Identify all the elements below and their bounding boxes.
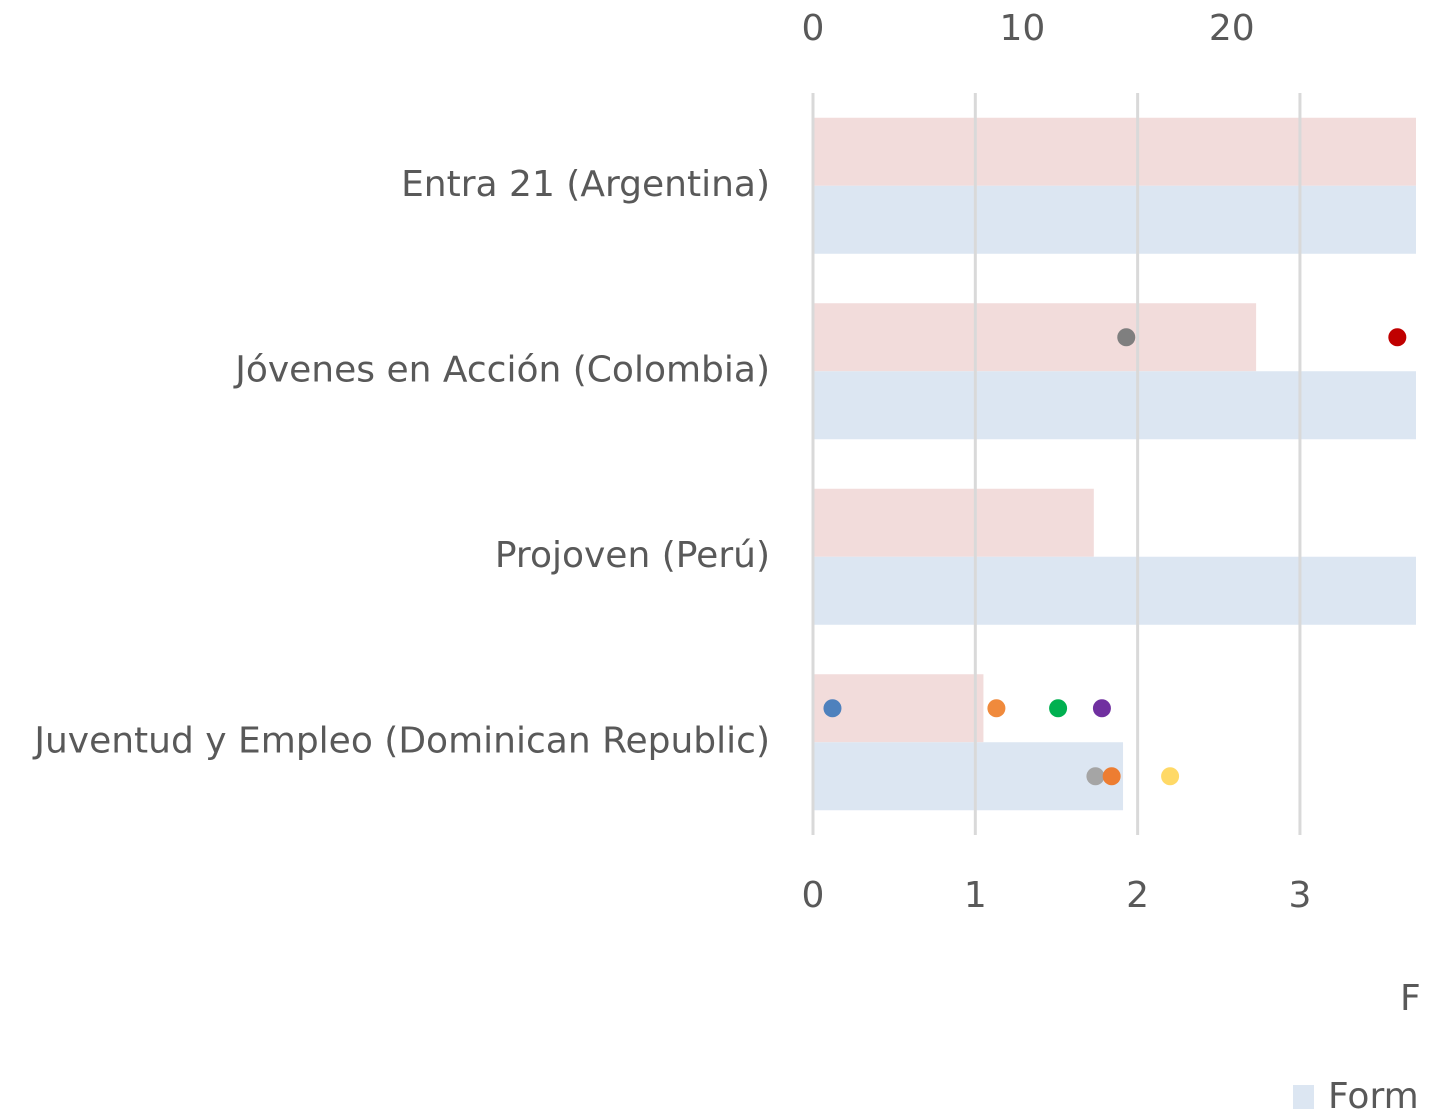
bar [813, 371, 1416, 440]
plot-area [811, 93, 1416, 835]
bar [813, 742, 1124, 811]
dot [1161, 767, 1180, 786]
y-tick-label: Jóvenes en Acción (Colombia) [233, 349, 770, 390]
dot [823, 699, 842, 718]
x-tick-label: 2 [1126, 875, 1149, 916]
bar [813, 117, 1416, 186]
y-tick-label: Entra 21 (Argentina) [401, 164, 770, 205]
dot [1092, 699, 1111, 718]
dot [1086, 767, 1105, 786]
x2-tick-label: 20 [1209, 8, 1255, 49]
y-tick-label: Juventud y Empleo (Dominican Republic) [32, 720, 770, 761]
y-tick-label: Projoven (Perú) [495, 535, 770, 576]
x-tick-label: 0 [802, 875, 825, 916]
dot [1102, 767, 1121, 786]
dot [1388, 328, 1407, 347]
dot [1049, 699, 1068, 718]
x-axis-label: F [1400, 978, 1421, 1019]
x-tick-label: 1 [964, 875, 987, 916]
bar [813, 556, 1416, 625]
x2-tick-label: 0 [802, 8, 825, 49]
bar [813, 185, 1416, 254]
legend-label: Form [1328, 1076, 1419, 1113]
dot [1117, 328, 1136, 347]
bar [813, 303, 1257, 372]
bar [813, 488, 1094, 557]
legend-swatch [1293, 1085, 1314, 1109]
x2-tick-label: 10 [999, 8, 1045, 49]
x-tick-label: 3 [1288, 875, 1311, 916]
dot [987, 699, 1006, 718]
